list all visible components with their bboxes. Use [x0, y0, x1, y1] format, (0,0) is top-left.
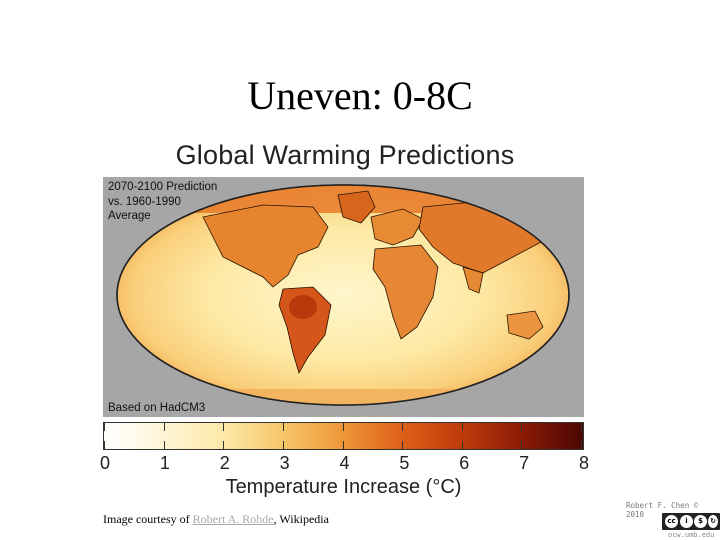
colorbar-tick-top [521, 423, 523, 431]
colorbar-tick-bottom [223, 441, 225, 449]
world-temperature-map [116, 184, 570, 406]
nc-icon: $ [694, 515, 707, 528]
colorbar-tick-top [402, 423, 404, 431]
colorbar-tick-label: 4 [339, 453, 350, 473]
prediction-label-line-2: vs. 1960-1990 [108, 195, 181, 208]
credit-prefix: Image courtesy of [103, 512, 193, 526]
colorbar-tick-bottom [282, 441, 284, 449]
prediction-label-line-1: 2070-2100 Prediction [108, 181, 218, 193]
model-label: Based on HadCM3 [108, 402, 206, 414]
colorbar-tick-label: 2 [219, 453, 230, 473]
colorbar-tick-top [461, 423, 463, 431]
colorbar-tick-top [581, 423, 582, 431]
colorbar-tick-bottom [581, 441, 582, 449]
colorbar-tick-label: 6 [459, 453, 470, 473]
colorbar-tick-top [223, 423, 225, 431]
cc-license-icon[interactable]: cc i $ ↻ [662, 513, 720, 530]
colorbar-tick-label: 7 [519, 453, 530, 473]
africa [372, 244, 439, 340]
sa-icon: ↻ [708, 515, 718, 528]
footer-site: ocw.umb.edu [668, 531, 715, 539]
greenland [337, 190, 376, 224]
colorbar-tick-label: 8 [578, 453, 589, 473]
colorbar-tick-bottom [104, 441, 105, 449]
colorbar-tick-top [342, 423, 344, 431]
by-icon: i [680, 515, 693, 528]
credit-suffix: , Wikipedia [273, 512, 329, 526]
colorbar-axis-label: Temperature Increase (°C) [225, 476, 462, 498]
slide-title: Uneven: 0-8C [247, 73, 473, 118]
colorbar-tick-top [104, 423, 105, 431]
colorbar-tick-label: 0 [99, 453, 110, 473]
colorbar-tick-bottom [163, 441, 165, 449]
cc-icon: cc [665, 515, 678, 528]
map-panel: 2070-2100 Prediction vs. 1960-1990 Avera… [103, 177, 584, 417]
south-asia [462, 266, 484, 294]
colorbar-tick-bottom [342, 441, 344, 449]
colorbar-tick-label: 5 [399, 453, 410, 473]
colorbar-tick-top [163, 423, 165, 431]
europe [370, 208, 424, 246]
australia [506, 310, 544, 340]
colorbar-tick-bottom [402, 441, 404, 449]
image-credit: Image courtesy of Robert A. Rohde, Wikip… [103, 512, 329, 527]
north-america [202, 204, 329, 288]
author-link[interactable]: Robert A. Rohde [192, 512, 274, 526]
colorbar-tick-bottom [521, 441, 523, 449]
colorbar-tick-top [282, 423, 284, 431]
temperature-colorbar [103, 422, 584, 450]
colorbar-tick-bottom [461, 441, 463, 449]
colorbar-tick-label: 3 [279, 453, 290, 473]
footer-author: Robert F. Chen © 2010 [626, 501, 699, 519]
prediction-label-line-3: Average [108, 210, 151, 222]
figure-title: Global Warming Predictions [175, 140, 515, 170]
colorbar-tick-label: 1 [159, 453, 170, 473]
prediction-period-label: 2070-2100 Prediction vs. 1960-1990 Avera… [108, 180, 217, 224]
